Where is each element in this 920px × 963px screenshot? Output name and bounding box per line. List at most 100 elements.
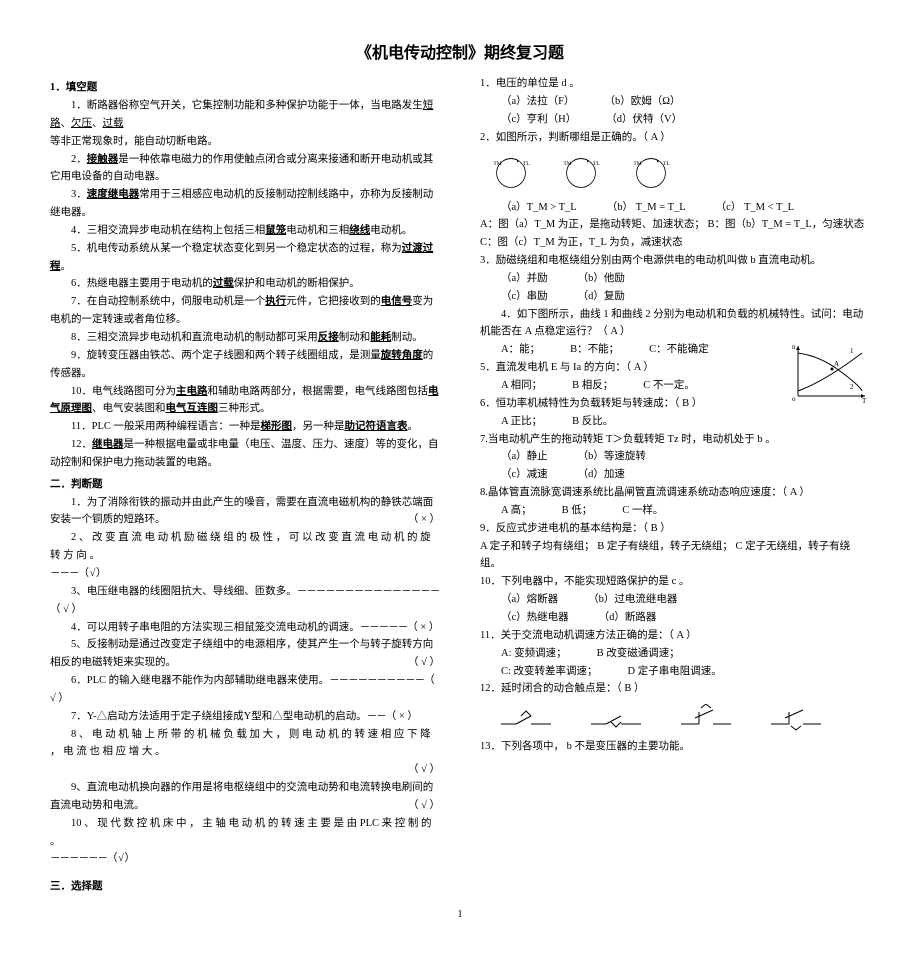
r3-opt-d: （d）复励 <box>578 288 625 306</box>
q8: 8．三相交流异步电动机和直流电动机的制动都可采用反接制动和能耗制动。 <box>50 329 440 347</box>
r11-opt-a: A: 变频调速； <box>501 645 567 663</box>
r10-opt-b: （b）过电流继电器 <box>588 591 677 609</box>
svg-text:2: 2 <box>850 383 854 391</box>
r2: 2．如图所示，判断哪组是正确的。（ A ） <box>480 129 870 147</box>
r13: 13．下列各项中， b 不是变压器的主要功能。 <box>480 738 870 756</box>
r7-options: （a）静止 （b）等速旋转 <box>480 448 870 466</box>
q7-blank-2: 电信号 <box>381 296 413 307</box>
j4: 4．可以用转子串电阻的方法实现三相鼠笼交流电动机的调速。－－－－－（ × ） <box>50 619 440 637</box>
j10-answer: （ √ ） <box>107 853 134 864</box>
r8-opt-b: B 低； <box>562 502 593 520</box>
r12: 12．延时闭合的动合触点是：（ B ） <box>480 680 870 698</box>
circle-c-icon: TMTL <box>631 153 671 193</box>
r4-opt-c: C：不能确定 <box>649 341 709 359</box>
r2-label-b: （b） T_M = T_L <box>607 199 686 217</box>
r2-label-a: （a）T_M > T_L <box>501 199 577 217</box>
svg-text:TL: TL <box>593 161 600 167</box>
r11-options-2: C: 改变转差率调速； D 定子串电阻调速。 <box>480 663 870 681</box>
q11-blank-1: 梯形图 <box>261 421 293 432</box>
left-column: 1．填空题 1．断路器俗称空气开关，它集控制功能和多种保护功能于一体，当电路发生… <box>50 75 440 896</box>
r3-options: （a）并励 （b）他励 <box>480 270 870 288</box>
r3-opt-a: （a）并励 <box>501 270 548 288</box>
r9-opt-a: A 定子和转子均有绕组； <box>480 541 595 552</box>
r11-options: A: 变频调速； B 改变磁通调速； <box>480 645 870 663</box>
circle-b-icon: TM TL <box>561 153 601 193</box>
r8: 8.晶体管直流脉宽调速系统比晶闸管直流调速系统动态响应速度：（ A ） <box>480 484 870 502</box>
q4: 4．三相交流异步电动机在结构上包括三相鼠笼电动机和三相绕线电动机。 <box>50 222 440 240</box>
contact-symbol-2-icon <box>591 704 641 732</box>
r2-circles: TMTL TMTL TMTL <box>480 153 870 193</box>
j7-answer: （ × ） <box>386 711 418 722</box>
r9-opt-b: B 定子有绕组，转子无绕组； <box>597 541 733 552</box>
right-column: 1．电压的单位是 d 。 （a）法拉（F） （b）欧姆（Ω） （c）亨利（H） … <box>480 75 870 896</box>
r5-opt-a: A 相同； <box>501 377 542 395</box>
r9-options: A 定子和转子均有绕组； B 定子有绕组，转子无绕组； C 定子无绕组，转子有绕… <box>480 538 870 574</box>
r1: 1．电压的单位是 d 。 <box>480 75 870 93</box>
q8-blank-2: 能耗 <box>370 332 391 343</box>
r7-opt-d: （d）加速 <box>578 466 625 484</box>
j3-answer: （ √ ） <box>50 604 82 615</box>
r4-options: A：能； B：不能； C：不能确定 <box>480 341 784 359</box>
r7-opt-c: （c）减速 <box>501 466 548 484</box>
r3: 3．励磁绕组和电枢绕组分别由两个电源供电的电动机叫做 b 直流电动机。 <box>480 252 870 270</box>
r1-opt-b: （b）欧姆（Ω） <box>605 93 681 111</box>
contact-symbol-1-icon <box>501 704 551 732</box>
r7-opt-b: （b）等速旋转 <box>578 448 646 466</box>
r5-options: A 相同； B 相反； C 不一定。 <box>480 377 784 395</box>
svg-text:TL: TL <box>523 161 530 167</box>
r11-opt-d: D 定子串电阻调速。 <box>628 663 722 681</box>
q9-blank: 旋转角度 <box>381 350 423 361</box>
r4-opt-a: A：能； <box>501 341 540 359</box>
j9: 9、直流电动机换向器的作用是将电枢绕组中的交流电动势和电流转换电刷间的直流电动势… <box>50 779 440 815</box>
j5: 5、反接制动是通过改变定子绕组中的电源相序，使其产生一个与转子旋转方向相反的电磁… <box>50 636 440 672</box>
q2-blank: 接触器 <box>87 154 119 165</box>
svg-text:T: T <box>862 397 867 405</box>
q5: 5．机电传动系统从某一个稳定状态变化到另一个稳定状态的过程，称为过渡过程。 <box>50 240 440 276</box>
r10-opt-c: （c）热继电器 <box>501 609 569 627</box>
r12-symbols <box>480 704 870 732</box>
q1-blank-c: 过载 <box>103 118 124 129</box>
q6: 6．热继电器主要用于电动机的过载保护和电动机的断相保护。 <box>50 275 440 293</box>
r3-options-2: （c）串励 （d）复励 <box>480 288 870 306</box>
q8-blank-1: 反接 <box>318 332 339 343</box>
r8-opt-c: C 一样。 <box>622 502 663 520</box>
r5-opt-b: B 相反； <box>572 377 613 395</box>
q10-blank-1: 主电路 <box>176 386 208 397</box>
contact-symbol-4-icon <box>771 704 821 732</box>
svg-text:TM: TM <box>563 161 571 167</box>
r6-opt-a: A 正比； <box>501 413 542 431</box>
section-2-heading: 二．判断题 <box>50 476 440 494</box>
q9: 9．旋转变压器由铁芯、两个定子线圈和两个转子线圈组成，是测量旋转角度的传感器。 <box>50 347 440 383</box>
q1: 1．断路器俗称空气开关，它集控制功能和多种保护功能于一体，当电路发生短路、欠压、… <box>50 97 440 133</box>
r11-opt-c: C: 改变转差率调速； <box>501 663 598 681</box>
r7-opt-a: （a）静止 <box>501 448 548 466</box>
q3: 3．速度继电器常用于三相感应电动机的反接制动控制线路中，亦称为反接制动继电器。 <box>50 186 440 222</box>
r2-label-c: （c） T_M < T_L <box>716 199 794 217</box>
r7: 7.当电动机产生的拖动转矩 T＞负载转矩 Tz 时，电动机处于 b 。 <box>480 431 870 449</box>
j2-answer: （ √ ） <box>79 568 106 579</box>
svg-text:1: 1 <box>850 347 854 355</box>
svg-text:n: n <box>792 343 796 351</box>
q1-blank-b: 欠压 <box>71 118 92 129</box>
r11-opt-b: B 改变磁通调速； <box>597 645 680 663</box>
q12-blank: 继电器 <box>92 439 124 450</box>
r10-opt-a: （a）熔断器 <box>501 591 558 609</box>
q3-blank: 速度继电器 <box>87 189 140 200</box>
q7: 7．在自动控制系统中，伺服电动机是一个执行元件，它把接收到的电信号变为电机的一定… <box>50 293 440 329</box>
r5-opt-c: C 不一定。 <box>643 377 695 395</box>
r1-opt-c: （c）亨利（H） <box>501 111 576 129</box>
r8-opt-a: A 高； <box>501 502 532 520</box>
j8-answer: （ √ ） <box>50 761 440 779</box>
section-3-heading: 三．选择题 <box>50 878 440 896</box>
j5-answer: （ √ ） <box>387 654 440 672</box>
r10-options: （a）熔断器 （b）过电流继电器 <box>480 591 870 609</box>
contact-symbol-3-icon <box>681 704 731 732</box>
svg-text:TM: TM <box>493 161 501 167</box>
r6-options: A 正比； B 反比。 <box>480 413 870 431</box>
r2-ans-a: A：图（a）T_M 为正，是拖动转矩、加速状态； B：图（b）T_M = T_L… <box>480 216 870 234</box>
j3: 3、电压继电器的线圈阻抗大、导线细、匝数多。－－－－－－－－－－－－－－－（ √… <box>50 583 440 619</box>
j10-dash: －－－－－－（ √ ） <box>50 850 440 868</box>
svg-text:o: o <box>792 395 796 403</box>
r1-options-2: （c）亨利（H） （d）伏特（V） <box>480 111 870 129</box>
svg-text:A: A <box>834 360 839 368</box>
